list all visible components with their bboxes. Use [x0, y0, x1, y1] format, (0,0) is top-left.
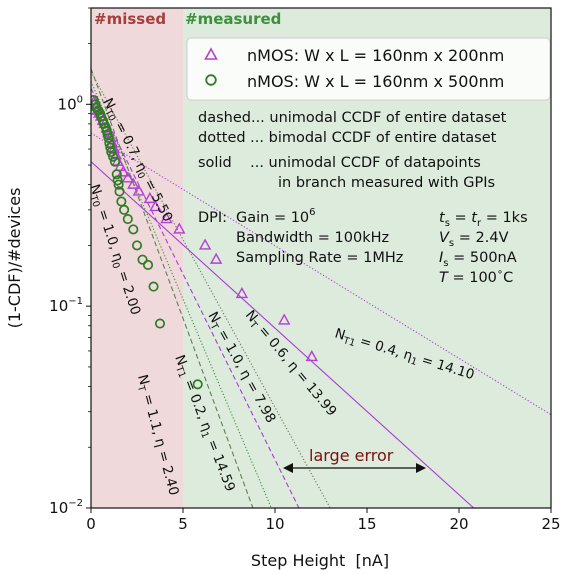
circle-marker [114, 186, 125, 197]
fit-line-dashed [91, 88, 300, 508]
x-axis-label: Step Height [nA] [251, 551, 389, 570]
circle-marker [137, 254, 148, 265]
model-notes: dashed... unimodal CCDF of entire datase… [198, 110, 507, 191]
fit-line-solid [91, 161, 475, 508]
large-error-annotation: large error [283, 446, 426, 473]
triangle-marker [209, 252, 223, 264]
note-solid: solid ... unimodal CCDF of datapoints [198, 155, 481, 171]
triangle-marker [235, 286, 249, 299]
fit-line-dashed [91, 68, 254, 508]
missed-region-label: #missed [94, 10, 166, 28]
x-tick-label: 20 [449, 515, 468, 533]
condition-current: Is = 500nA [439, 250, 517, 269]
condition-voltage: Vs = 2.4V [439, 230, 509, 249]
measured-region-label: #measured [185, 10, 281, 28]
dpi-label: DPI: [198, 210, 227, 226]
triangle-marker [121, 171, 134, 183]
axes-frame [90, 7, 552, 509]
data-markers [91, 94, 318, 390]
circle-marker [103, 133, 114, 144]
y-tick-label: 10−2 [49, 498, 83, 517]
circle-marker [154, 318, 166, 329]
x-tick-label: 5 [178, 515, 188, 533]
x-tick-label: 10 [265, 515, 284, 533]
note-solid-cont: in branch measured with GPIs [278, 175, 495, 191]
circle-marker [142, 259, 154, 271]
circle-marker [131, 240, 143, 251]
triangle-marker [143, 191, 157, 204]
fit-line-dotted [91, 132, 551, 416]
y-axis-label: (1-CDF)/#devices [5, 188, 24, 329]
y-tick-label: 10−1 [49, 296, 83, 315]
dpi-sampling: Sampling Rate = 1MHz [236, 250, 403, 266]
triangle-marker [114, 159, 127, 172]
large-error-arrowhead-left [283, 463, 293, 473]
triangle-marker [160, 212, 173, 224]
large-error-label: large error [309, 446, 394, 465]
circle-marker [122, 214, 133, 225]
measurement-conditions: ts = tr = 1ks Vs = 2.4V Is = 500nA T = 1… [439, 210, 528, 286]
legend-marker-circle [205, 74, 217, 86]
dpi-gain: Gain = 106 [236, 207, 316, 226]
circle-marker [148, 281, 159, 292]
triangle-marker [132, 184, 146, 196]
circle-marker [112, 175, 123, 186]
triangle-marker [198, 238, 212, 250]
triangle-marker [278, 313, 291, 325]
circle-marker [119, 204, 130, 215]
circle-marker [128, 224, 139, 235]
triangle-marker [127, 177, 140, 189]
circle-marker [192, 379, 203, 390]
circle-marker [108, 151, 119, 162]
x-tick-label: 15 [357, 515, 376, 533]
circle-marker [106, 147, 117, 158]
circle-marker [111, 169, 122, 180]
condition-timing: ts = tr = 1ks [439, 210, 528, 229]
x-tick-label: 25 [541, 515, 560, 533]
triangle-marker [305, 350, 318, 362]
legend-label-200nm: nMOS: W x L = 160nm x 200nm [247, 46, 504, 65]
legend-marker-triangle [204, 47, 218, 60]
missed-region [91, 8, 183, 508]
circle-marker [109, 156, 120, 167]
note-dotted: dotted ... bimodal CCDF of entire datase… [198, 130, 497, 146]
triangle-marker [149, 200, 162, 212]
fit-lines [91, 68, 551, 508]
circle-marker [113, 179, 124, 190]
condition-temperature: T = 100∘C [439, 267, 513, 286]
legend: nMOS: W x L = 160nm x 200nm nMOS: W x L … [186, 37, 551, 101]
x-tick-label: 0 [86, 515, 96, 533]
y-tick-label: 100 [58, 94, 83, 113]
circle-marker [105, 142, 116, 153]
triangle-marker [173, 222, 186, 234]
axis-ticks: 0 5 10 15 20 25 100 10−1 10−2 [49, 7, 561, 533]
fit-line-dotted [91, 81, 272, 508]
dpi-settings: DPI: Gain = 106 Bandwidth = 100kHz Sampl… [198, 207, 403, 266]
legend-box [186, 37, 551, 101]
dpi-bandwidth: Bandwidth = 100kHz [236, 230, 389, 246]
large-error-arrowhead-right [416, 463, 426, 473]
note-dashed: dashed... unimodal CCDF of entire datase… [198, 110, 507, 126]
legend-label-500nm: nMOS: W x L = 160nm x 500nm [247, 72, 504, 91]
